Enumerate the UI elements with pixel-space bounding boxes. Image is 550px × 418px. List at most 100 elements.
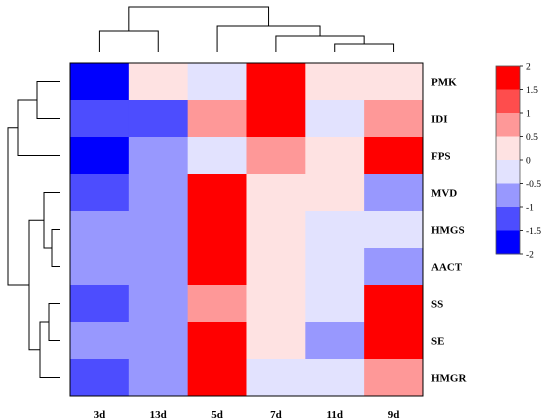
colorbar-tick-label: 2 [526,63,531,73]
heatmap-cell [128,211,189,249]
heatmap-cell [305,322,365,360]
heatmap-cell [187,248,247,286]
column-label: 5d [211,409,223,418]
heatmap-cell [128,322,189,360]
heatmap-cell [187,137,247,175]
row-dendrogram-branch [48,303,60,341]
heatmap-cell [305,285,365,323]
heatmap-cell [187,285,247,323]
colorbar-segment [496,207,520,231]
heatmap-cell [305,100,365,138]
row-label: IDI [431,114,448,126]
colorbar: 2 1.5 1 0.5 0 -0.5 -1 -1.5 -2 [495,63,541,261]
colorbar-segment [496,113,520,137]
column-label: 11d [326,409,343,418]
heatmap-cell [364,137,424,175]
heatmap-cell [305,63,365,101]
heatmap-cell [364,100,424,138]
heatmap-cell [187,359,247,397]
heatmap-cell [187,211,247,249]
heatmap-cell [128,285,189,323]
colorbar-tick-label: -1.5 [526,227,541,237]
heatmap-cell [128,174,189,212]
heatmap-cell [305,248,365,286]
heatmap-cell [246,137,306,175]
heatmap-cell [305,211,365,249]
heatmap-cell [305,137,365,175]
colorbar-tick-label: -0.5 [526,180,541,190]
row-label: MVD [431,188,457,200]
heatmap-cell [187,100,247,138]
heatmap-cell [246,248,306,286]
heatmap-cell [187,63,247,101]
heatmap-cell [246,100,306,138]
row-label: AACT [431,262,463,274]
column-dendrogram-branch [98,30,159,52]
heatmap-cell [70,100,130,138]
colorbar-segment [496,66,520,90]
colorbar-tick-label: 1.5 [526,86,538,96]
column-labels: 3d 13d 5d 7d 11d 9d [94,409,400,418]
heatmap-cell [364,359,424,397]
column-dendrogram-branch [216,25,321,52]
row-label: SE [431,336,444,348]
row-label: HMGR [431,373,467,385]
row-dendrogram [7,81,60,378]
heatmap-cells [69,62,424,397]
heatmap-cell [364,285,424,323]
row-label: SS [431,299,443,311]
heatmap-cell [70,174,130,212]
row-dendrogram-branch [17,99,60,156]
colorbar-tick-label: -1 [526,204,534,214]
colorbar-segment [496,230,520,255]
heatmap-cell [70,322,130,360]
heatmap-cell [364,211,424,249]
colorbar-segment [496,89,520,114]
heatmap-cell [364,63,424,101]
heatmap-cell [70,63,130,101]
row-label: FPS [431,151,451,163]
column-dendrogram [98,6,395,52]
heatmap-cell [128,100,189,138]
column-dendrogram-branch [128,6,270,31]
heatmap-cell [364,322,424,360]
column-label: 9d [388,409,400,418]
column-dendrogram-branch [334,43,395,52]
colorbar-tick-label: 0 [526,157,531,167]
heatmap-cell [246,322,306,360]
heatmap-cell [128,63,189,101]
colorbar-segment [496,160,520,184]
row-dendrogram-branch [7,127,29,286]
column-label: 7d [270,409,282,418]
heatmap-cell [70,359,130,397]
heatmap-cell [246,174,306,212]
column-label: 3d [94,409,106,418]
heatmap-cell [246,211,306,249]
column-label: 13d [150,409,167,418]
row-dendrogram-branch [51,229,60,267]
row-dendrogram-branch [36,81,60,119]
heatmap-cell [70,248,130,286]
heatmap-cell [128,137,189,175]
heatmap-cell [246,63,306,101]
colorbar-tick-label: 0.5 [526,133,538,143]
row-label: PMK [431,77,457,89]
heatmap-cell [246,285,306,323]
heatmap-cell [70,211,130,249]
heatmap-cell [187,322,247,360]
colorbar-segment [496,183,520,208]
heatmap-cell [128,359,189,397]
heatmap-cell [70,137,130,175]
colorbar-segment [496,136,520,161]
heatmap-cell [364,248,424,286]
heatmap-cell [70,285,130,323]
heatmap-border [69,62,424,397]
heatmap-cell [364,174,424,212]
row-dendrogram-branch [39,321,60,378]
row-label: HMGS [431,225,465,237]
heatmap-cell [305,174,365,212]
heatmap-cell [246,359,306,397]
row-labels: PMK IDI FPS MVD HMGS AACT SS SE HMGR [431,77,467,385]
heatmap-cell [305,359,365,397]
